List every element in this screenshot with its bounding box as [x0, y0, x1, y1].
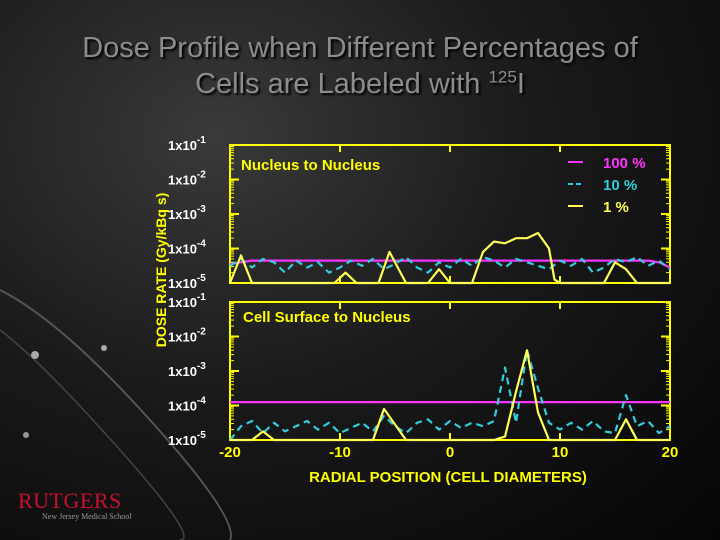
x-tick-label: 20 [662, 444, 679, 461]
slide-title: Dose Profile when Different Percentages … [0, 30, 720, 102]
y-tick-label: 1x10-1 [168, 292, 206, 310]
panel-label-1: Nucleus to Nucleus [241, 157, 380, 174]
y-tick-label: 1x10-2 [168, 170, 206, 188]
x-tick-label: -10 [329, 444, 351, 461]
y-tick-label: 1x10-5 [168, 273, 206, 291]
y-tick-label: 1x10-2 [168, 327, 206, 345]
series-line-1-panel2 [230, 349, 670, 442]
y-tick-label: 1x10-3 [168, 204, 206, 222]
y-tick-label: 1x10-4 [168, 396, 206, 414]
rutgers-logo: RUTGERS New Jersey Medical School [18, 488, 132, 521]
title-line-2: Cells are Labeled with 125I [0, 66, 720, 102]
x-tick-label: -20 [219, 444, 241, 461]
x-tick-label: 10 [552, 444, 569, 461]
title-isotope-symbol: I [516, 68, 525, 100]
logo-subtitle: New Jersey Medical School [42, 512, 132, 521]
y-tick-label: 1x10-4 [168, 239, 206, 257]
series-line-10-panel1 [229, 256, 671, 274]
title-isotope-mass: 125 [488, 67, 517, 87]
logo-name: RUTGERS [18, 488, 122, 513]
x-tick-label: 0 [446, 444, 454, 461]
panel-label-2: Cell Surface to Nucleus [243, 309, 411, 326]
y-axis-title: DOSE RATE (Gy/kBq s) [153, 193, 169, 348]
series-line-10-panel2 [229, 349, 671, 441]
title-line-1: Dose Profile when Different Percentages … [82, 32, 638, 64]
y-tick-label: 1x10-5 [168, 430, 206, 448]
x-axis-title: RADIAL POSITION (CELL DIAMETERS) [309, 469, 587, 486]
title-line-2-text: Cells are Labeled with [195, 68, 489, 100]
legend-label: 1 % [603, 199, 629, 216]
y-tick-label: 1x10-1 [168, 135, 206, 153]
legend-label: 100 % [603, 155, 646, 172]
legend-label: 10 % [603, 177, 637, 194]
y-tick-label: 1x10-3 [168, 361, 206, 379]
series-line-1-panel1 [228, 231, 670, 285]
